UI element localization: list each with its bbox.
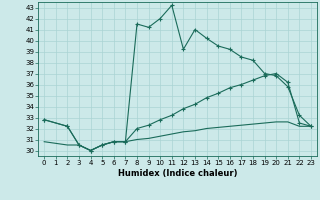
X-axis label: Humidex (Indice chaleur): Humidex (Indice chaleur) [118, 169, 237, 178]
